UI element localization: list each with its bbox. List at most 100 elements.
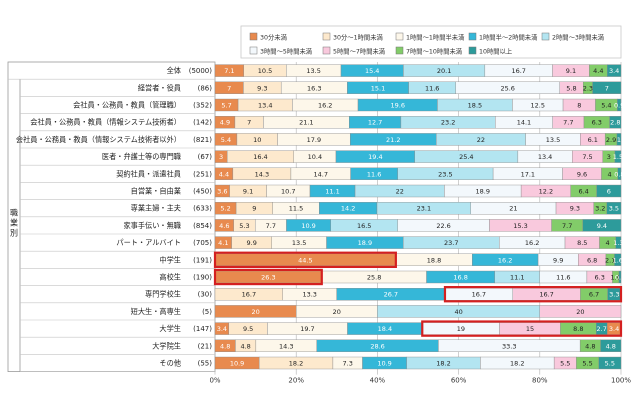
bar-value-label: 40 xyxy=(454,308,462,316)
side-label-char: 別 xyxy=(10,228,18,237)
bar-value-label: 3.4 xyxy=(217,325,227,333)
bar-value-label: 14.1 xyxy=(517,119,531,127)
bar-value-label: 8.5 xyxy=(577,239,587,247)
bar-value-label: 1 xyxy=(617,136,621,144)
bar-value-label: 9.3 xyxy=(570,205,580,213)
bar-value-label: 1.6 xyxy=(611,274,621,282)
x-tick-label: 40% xyxy=(370,377,386,385)
bar-value-label: 9.1 xyxy=(243,188,253,196)
bar-value-label: 5.4 xyxy=(601,102,611,110)
row-count: (86) xyxy=(198,84,213,92)
bar-value-label: 7 xyxy=(247,119,251,127)
bar-value-label: 11.5 xyxy=(289,205,303,213)
bar-value-label: 2.3 xyxy=(583,84,593,92)
bar-value-label: 18.9 xyxy=(358,239,372,247)
row-label: 会社員・公務員・教員（情報システム技術者以外） xyxy=(16,135,181,144)
bar-value-label: 5.5 xyxy=(605,360,615,368)
row-count: (450) xyxy=(193,188,212,196)
bar-value-label: 6 xyxy=(607,188,611,196)
row-label: パート・アルバイト xyxy=(116,238,181,247)
bar-value-label: 4.6 xyxy=(219,222,229,230)
bar-value-label: 18.9 xyxy=(476,188,490,196)
bar-value-label: 23.7 xyxy=(444,239,458,247)
bar-value-label: 2.1 xyxy=(605,256,615,264)
bar-value-label: 1.6 xyxy=(613,256,623,264)
row-count: (21) xyxy=(198,342,213,350)
bar-value-label: 6.1 xyxy=(588,136,598,144)
legend-swatch xyxy=(395,46,404,55)
row-count: (5) xyxy=(202,308,212,316)
row-count: (55) xyxy=(198,360,213,368)
legend-label: 5時間～7時間未満 xyxy=(333,47,386,56)
bar-value-label: 4.4 xyxy=(219,170,229,178)
bar-value-label: 9.9 xyxy=(247,239,257,247)
legend-swatch xyxy=(541,32,550,41)
bar-value-label: 2.7 xyxy=(597,325,607,333)
row-label: 高校生 xyxy=(159,273,181,282)
bar-value-label: 17.9 xyxy=(307,136,321,144)
highlight-box xyxy=(421,320,623,337)
bar-value-label: 23.5 xyxy=(438,170,452,178)
bar-segment xyxy=(618,270,622,284)
row-label: 全体 xyxy=(167,66,181,75)
legend-box xyxy=(240,25,622,59)
bar-value-label: 10 xyxy=(253,136,261,144)
bar-value-label: 15.1 xyxy=(371,84,385,92)
bar-value-label: 16.7 xyxy=(242,291,256,299)
bar-value-label: 11.1 xyxy=(325,188,339,196)
bar-value-label: 13.5 xyxy=(292,239,306,247)
row-count: (821) xyxy=(193,136,212,144)
bar-value-label: 4 xyxy=(608,170,612,178)
x-tick-label: 100% xyxy=(611,377,631,385)
bar-value-label: 6.3 xyxy=(595,274,605,282)
row-count: (30) xyxy=(198,291,213,299)
bar-value-label: 25.6 xyxy=(500,84,514,92)
bar-value-label: 16.7 xyxy=(511,67,525,75)
legend-label: 10時間以上 xyxy=(479,47,512,56)
bar-value-label: 9 xyxy=(252,205,256,213)
row-count: (67) xyxy=(198,153,213,161)
legend-label: 1時間半～2時間未満 xyxy=(479,33,538,42)
bar-value-label: 15 xyxy=(526,325,534,333)
bar-value-label: 2.8 xyxy=(610,119,620,127)
bar-value-label: 7 xyxy=(605,84,609,92)
side-label-char: 業 xyxy=(10,217,18,227)
bar-value-label: 16.3 xyxy=(307,84,321,92)
bar-value-label: 20 xyxy=(576,308,584,316)
bar-value-label: 9.4 xyxy=(597,222,607,230)
bar-value-label: 14.3 xyxy=(279,342,293,350)
bar-value-label: 28.6 xyxy=(370,342,384,350)
legend-label: 30分～1時間未満 xyxy=(333,33,384,42)
legend-label: 3時間～5時間未満 xyxy=(260,47,313,56)
bar-value-label: 11.6 xyxy=(367,170,381,178)
bar-value-label: 16.2 xyxy=(525,239,539,247)
bar-value-label: 10.4 xyxy=(308,153,322,161)
bar-segment xyxy=(616,133,622,146)
bar-segment xyxy=(592,81,622,95)
bar-value-label: 12.5 xyxy=(530,102,544,110)
bar-value-label: 6.4 xyxy=(578,188,588,196)
bar-value-label: 10.9 xyxy=(377,360,391,368)
bar-value-label: 15.3 xyxy=(513,222,527,230)
bar-value-label: 3.3 xyxy=(609,291,619,299)
x-tick-label: 20% xyxy=(288,377,304,385)
bar-value-label: 8 xyxy=(577,102,581,110)
side-label-char: 職 xyxy=(10,208,18,217)
bar-value-label: 3 xyxy=(607,153,611,161)
bar-value-label: 16.7 xyxy=(539,291,553,299)
row-label: 自営業・自由業 xyxy=(131,187,181,196)
bar-value-label: 5.8 xyxy=(566,84,576,92)
bar-value-label: 20 xyxy=(333,308,341,316)
legend-swatch xyxy=(322,32,331,41)
bar-value-label: 16.5 xyxy=(357,222,371,230)
bar-value-label: 1.3 xyxy=(613,239,623,247)
bar-value-label: 16.2 xyxy=(498,256,512,264)
bar-value-label: 7.1 xyxy=(224,67,234,75)
bar-value-label: 18.2 xyxy=(436,360,450,368)
bar-value-label: 13.4 xyxy=(258,102,272,110)
row-count: (5000) xyxy=(189,67,213,75)
bar-value-label: 18.2 xyxy=(510,360,524,368)
bar-value-label: 16.2 xyxy=(318,102,332,110)
bar-value-label: 10.7 xyxy=(281,188,295,196)
bar-value-label: 18.5 xyxy=(468,102,482,110)
